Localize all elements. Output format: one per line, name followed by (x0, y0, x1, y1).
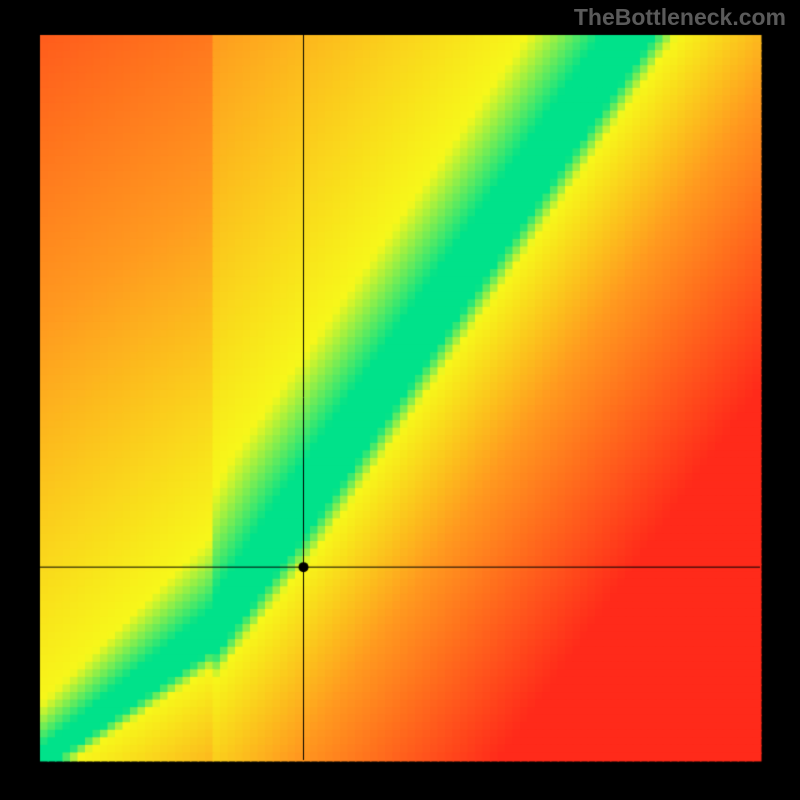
watermark-text: TheBottleneck.com (574, 4, 786, 31)
bottleneck-heatmap (0, 0, 800, 800)
chart-container: TheBottleneck.com (0, 0, 800, 800)
